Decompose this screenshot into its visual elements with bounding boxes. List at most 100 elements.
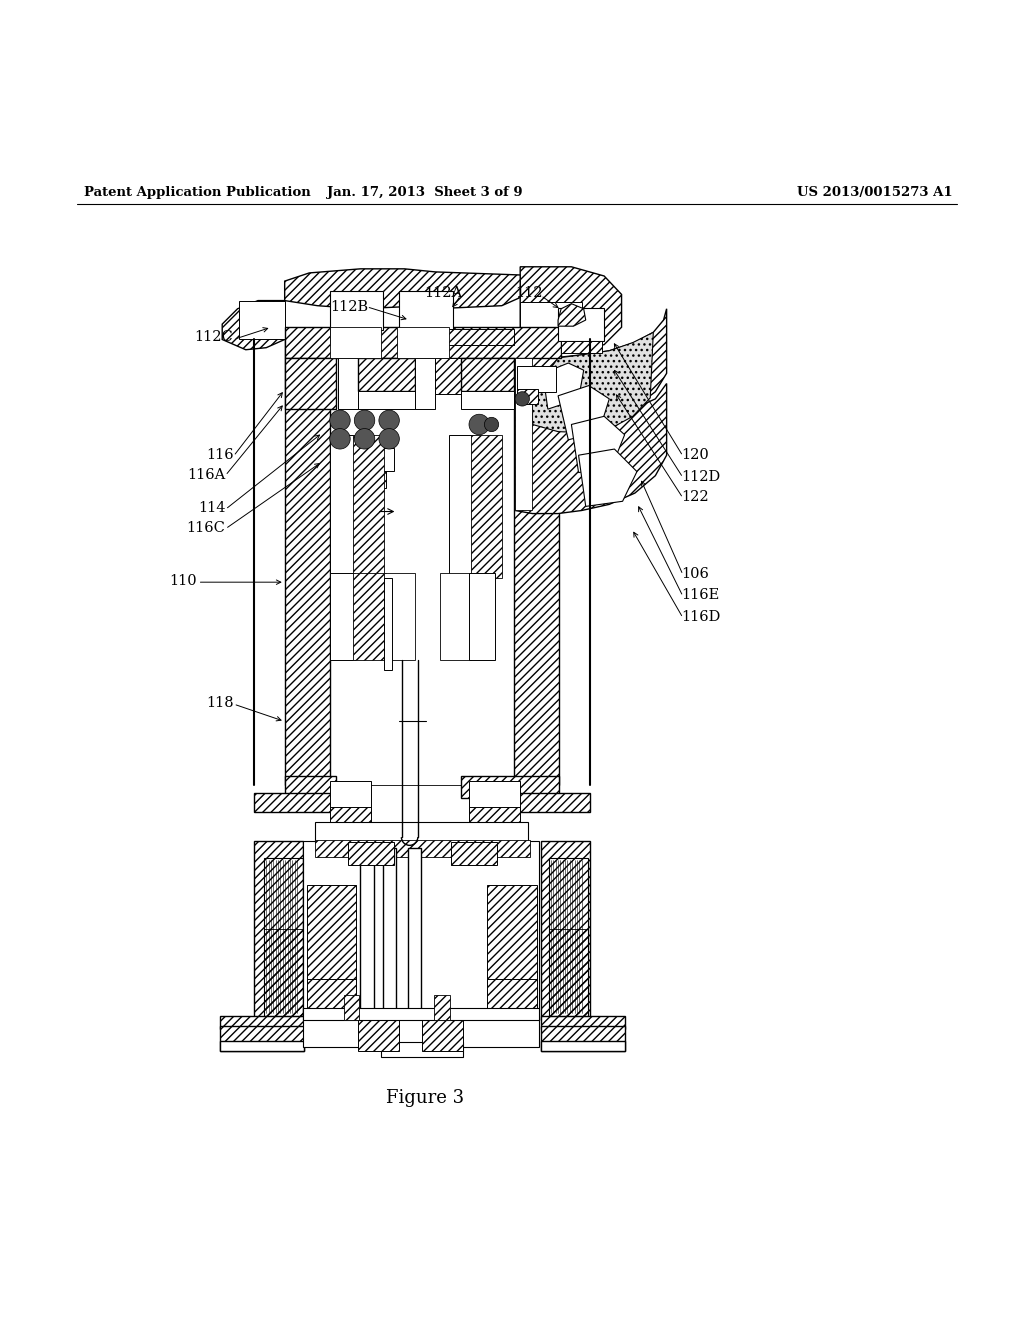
Bar <box>415 358 435 409</box>
Polygon shape <box>285 269 520 309</box>
Bar <box>348 842 394 865</box>
Bar <box>469 781 520 812</box>
Bar <box>285 776 336 799</box>
Bar <box>303 1008 539 1020</box>
Bar <box>285 339 330 785</box>
Text: 106: 106 <box>681 568 709 581</box>
Circle shape <box>354 429 375 449</box>
Bar <box>358 391 415 409</box>
Bar <box>303 841 539 1020</box>
Bar <box>330 434 355 578</box>
Bar <box>330 573 355 660</box>
Bar <box>469 573 495 660</box>
Bar <box>469 808 520 826</box>
Text: 118: 118 <box>206 696 233 710</box>
Bar <box>239 301 285 339</box>
Bar <box>549 858 588 1016</box>
Bar <box>264 858 303 1016</box>
Bar <box>397 327 449 358</box>
Text: 120: 120 <box>681 449 709 462</box>
Bar <box>541 1016 625 1028</box>
Text: 116C: 116C <box>186 521 225 535</box>
Bar <box>451 842 497 865</box>
Text: 112C: 112C <box>195 330 233 345</box>
Bar <box>549 929 588 1016</box>
Polygon shape <box>579 449 637 507</box>
Bar <box>330 808 371 826</box>
Text: 112A: 112A <box>425 286 463 301</box>
Bar <box>408 849 421 1010</box>
Bar <box>330 339 514 785</box>
Bar <box>330 466 386 488</box>
Bar <box>330 781 371 812</box>
Bar <box>353 434 384 578</box>
Bar <box>541 1041 625 1051</box>
Bar <box>515 358 532 511</box>
Bar <box>541 841 590 1020</box>
Polygon shape <box>571 416 625 473</box>
Text: 114: 114 <box>198 502 225 515</box>
Bar <box>264 929 303 1016</box>
Circle shape <box>354 411 375 430</box>
Bar <box>461 776 559 799</box>
Bar <box>353 573 386 660</box>
Bar <box>487 886 537 982</box>
Bar <box>307 886 356 982</box>
Circle shape <box>330 411 350 430</box>
Text: 112: 112 <box>515 286 543 301</box>
Bar <box>430 329 514 345</box>
Text: 110: 110 <box>169 574 197 589</box>
Bar <box>399 292 453 330</box>
Bar <box>358 358 415 391</box>
Bar <box>461 358 514 391</box>
Polygon shape <box>515 309 667 420</box>
Bar <box>285 327 561 358</box>
Bar <box>381 1041 463 1057</box>
Bar <box>541 1026 625 1051</box>
Text: 122: 122 <box>681 490 709 504</box>
Bar <box>434 995 450 1020</box>
Bar <box>384 578 392 671</box>
Bar <box>315 822 528 842</box>
Bar <box>358 1020 399 1051</box>
Bar <box>315 841 530 857</box>
Circle shape <box>469 414 489 434</box>
Bar <box>517 366 556 392</box>
Text: 116D: 116D <box>681 610 720 624</box>
Text: US 2013/0015273 A1: US 2013/0015273 A1 <box>797 186 952 199</box>
Polygon shape <box>520 267 622 352</box>
Bar <box>383 849 396 1010</box>
Bar <box>285 358 336 409</box>
Bar <box>303 1019 539 1047</box>
Polygon shape <box>558 385 609 440</box>
Bar <box>330 329 355 345</box>
Bar <box>440 573 471 660</box>
Circle shape <box>379 411 399 430</box>
Bar <box>344 995 359 1020</box>
Bar <box>461 391 514 409</box>
Bar <box>517 388 538 404</box>
Polygon shape <box>222 301 285 350</box>
Bar <box>487 979 537 1008</box>
Text: 116E: 116E <box>681 589 719 602</box>
Bar <box>508 793 590 812</box>
Bar <box>254 841 303 1020</box>
Bar <box>356 447 377 474</box>
Bar <box>561 341 602 352</box>
Bar <box>330 438 355 467</box>
Circle shape <box>330 429 350 449</box>
Bar <box>449 434 474 578</box>
Polygon shape <box>543 363 584 409</box>
Text: 112D: 112D <box>681 470 720 483</box>
Bar <box>307 979 356 1008</box>
Bar <box>435 358 461 393</box>
Text: 112B: 112B <box>331 300 369 314</box>
Polygon shape <box>558 304 586 326</box>
Bar <box>422 1020 463 1051</box>
Bar <box>384 573 415 660</box>
Bar <box>520 301 582 343</box>
Bar <box>330 486 355 507</box>
Polygon shape <box>532 333 653 433</box>
Bar <box>558 308 604 341</box>
Bar <box>338 358 358 409</box>
